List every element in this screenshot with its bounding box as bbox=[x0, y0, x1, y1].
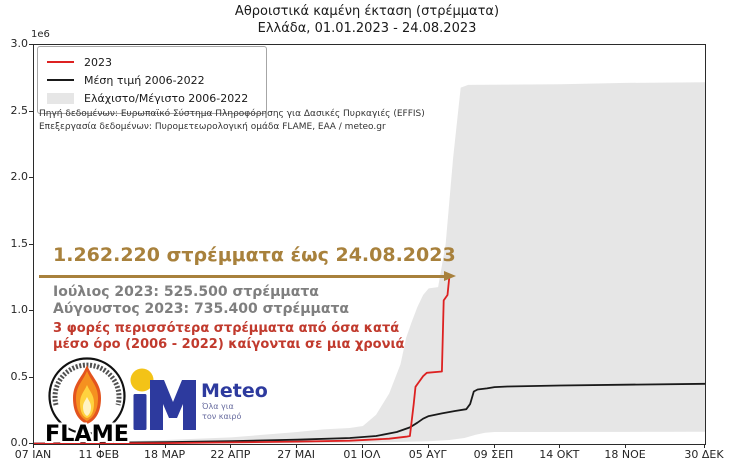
x-tick-mark bbox=[493, 444, 495, 448]
y-tick-mark bbox=[29, 44, 33, 45]
meteo-tagline-line1: Όλα για bbox=[201, 401, 234, 411]
x-tick-mark bbox=[98, 444, 100, 448]
x-tick-mark bbox=[559, 444, 561, 448]
legend-label-band-minmax: Ελάχιστο/Μέγιστο 2006-2022 bbox=[84, 91, 249, 105]
annotation-july: Ιούλιος 2023: 525.500 στρέμματα bbox=[53, 284, 319, 300]
legend-item-line-2023: 2023 bbox=[47, 53, 257, 71]
meteo-m-icon bbox=[150, 380, 196, 430]
legend-swatch-line-mean bbox=[47, 79, 74, 81]
annotation-arrow-head-icon bbox=[444, 270, 456, 281]
x-tick-mark bbox=[230, 444, 232, 448]
source-line-2: Επεξεργασία δεδομένων: Πυρομετεωρολογική… bbox=[39, 122, 386, 132]
y-tick-label: 0.0 bbox=[10, 436, 29, 449]
legend-item-band-minmax: Ελάχιστο/Μέγιστο 2006-2022 bbox=[47, 89, 257, 107]
annotation-comparison-note: 3 φορές περισσότερα στρέμματα από όσα κα… bbox=[53, 321, 404, 353]
plot-area bbox=[33, 44, 706, 445]
meteo-i-bar bbox=[133, 394, 147, 430]
line-mean bbox=[34, 382, 705, 444]
x-tick-label: 22 ΑΠΡ bbox=[210, 448, 251, 461]
x-tick-label: 18 ΜΑΡ bbox=[144, 448, 186, 461]
y-tick-mark bbox=[29, 310, 33, 311]
x-tick-label: 07 ΙΑΝ bbox=[14, 448, 52, 461]
data-source-note: Πηγή δεδομένων: Ευρωπαϊκό Σύστημα Πληροφ… bbox=[39, 108, 425, 134]
x-tick-mark bbox=[704, 444, 705, 448]
annotation-note-line2: μέσο όρο (2006 - 2022) καίγονται σε μια … bbox=[53, 337, 405, 352]
band-minmax bbox=[34, 82, 705, 444]
annotation-monthly-stats: Ιούλιος 2023: 525.500 στρέμματα Αύγουστο… bbox=[53, 284, 349, 318]
y-tick-label: 0.5 bbox=[10, 369, 29, 383]
chart-subtitle: Ελλάδα, 01.01.2023 - 24.08.2023 bbox=[257, 21, 477, 36]
x-tick-mark bbox=[164, 444, 166, 448]
line-2023 bbox=[34, 276, 451, 444]
x-tick-mark bbox=[625, 444, 627, 448]
y-tick-label: 1.0 bbox=[10, 303, 29, 316]
meteo-tagline-line2: τον καιρό bbox=[202, 411, 241, 421]
y-tick-mark bbox=[29, 177, 33, 178]
x-tick-mark bbox=[296, 444, 298, 448]
x-tick-label: 01 ΙΟΛ bbox=[343, 448, 381, 461]
legend-label-line-2023: 2023 bbox=[84, 55, 112, 69]
y-tick-mark bbox=[29, 443, 33, 444]
flame-icon-core bbox=[83, 397, 91, 416]
annotation-headline: 1.262.220 στρέμματα έως 24.08.2023 bbox=[53, 244, 456, 266]
legend-swatch-band-minmax bbox=[47, 92, 74, 104]
y-tick-label: 2.0 bbox=[10, 170, 29, 183]
chart-canvas bbox=[34, 82, 705, 444]
meteo-logo: Meteo Όλα για τον καιρό bbox=[130, 368, 268, 430]
x-tick-label: 05 ΑΥΓ bbox=[408, 448, 447, 461]
x-tick-label: 09 ΣΕΠ bbox=[473, 448, 514, 461]
annotation-note-line1: 3 φορές περισσότερα στρέμματα από όσα κα… bbox=[53, 321, 400, 336]
meteo-wordmark: Meteo bbox=[201, 380, 268, 402]
x-tick-label: 27 ΜΑΙ bbox=[277, 448, 315, 461]
y-tick-mark bbox=[29, 376, 33, 378]
x-tick-mark bbox=[427, 444, 429, 448]
legend-swatch-line-2023 bbox=[47, 61, 74, 63]
x-tick-mark bbox=[361, 444, 363, 448]
annotation-arrow-shaft bbox=[39, 275, 445, 278]
annotation-august: Αύγουστος 2023: 735.400 στρέμματα bbox=[53, 301, 350, 317]
flame-logo-wordmark: FLAME bbox=[45, 422, 129, 447]
legend: 2023 Μέση τιμή 2006-2022 Ελάχιστο/Μέγιστο … bbox=[37, 46, 267, 114]
legend-label-line-mean: Μέση τιμή 2006-2022 bbox=[84, 73, 205, 87]
source-line-1: Πηγή δεδομένων: Ευρωπαϊκό Σύστημα Πληροφ… bbox=[39, 109, 425, 119]
y-tick-label: 3.0 bbox=[10, 37, 29, 50]
x-tick-label: 18 ΝΟΕ bbox=[604, 448, 646, 461]
y-tick-label: 1.5 bbox=[10, 236, 29, 250]
y-tick-mark bbox=[29, 243, 33, 245]
x-tick-label: 11 ΦΕΒ bbox=[78, 448, 120, 461]
meteo-sun-icon bbox=[130, 368, 154, 392]
chart-title: Αθροιστικά καμένη έκταση (στρέμματα) bbox=[234, 4, 500, 19]
flame-logo: FLAME bbox=[44, 357, 130, 447]
x-tick-label: 30 ΔΕΚ bbox=[684, 448, 724, 461]
x-tick-mark bbox=[33, 444, 34, 448]
x-tick-label: 14 ΟΚΤ bbox=[539, 448, 580, 461]
y-axis-offset-label: 1e6 bbox=[31, 29, 50, 40]
legend-item-line-mean: Μέση τιμή 2006-2022 bbox=[47, 71, 257, 89]
y-tick-label: 2.5 bbox=[10, 103, 29, 117]
y-tick-mark bbox=[29, 110, 33, 112]
